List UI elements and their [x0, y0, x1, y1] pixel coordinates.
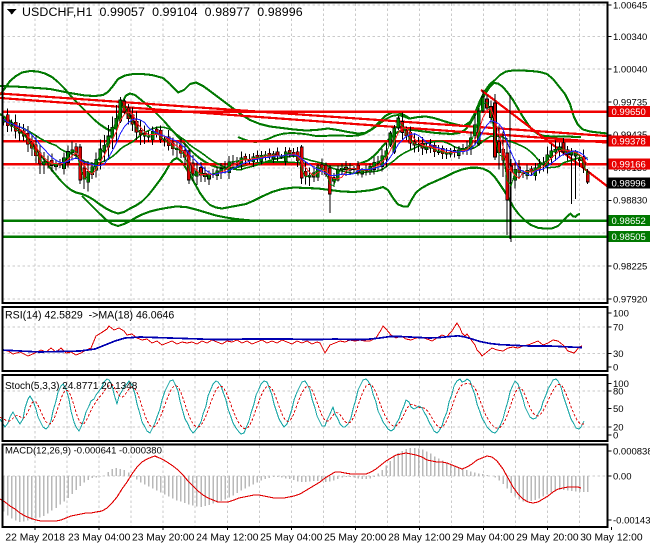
svg-text:0.99650: 0.99650 [612, 107, 646, 118]
svg-text:1.00340: 1.00340 [613, 32, 647, 43]
svg-text:28 May 12:00: 28 May 12:00 [388, 533, 451, 544]
svg-text:23 May 04:00: 23 May 04:00 [68, 533, 131, 544]
svg-text:Stoch(5,3,3) 24.8771 20.1348: Stoch(5,3,3) 24.8771 20.1348 [5, 381, 138, 392]
svg-text:0.98225: 0.98225 [613, 261, 647, 272]
svg-text:100: 100 [613, 308, 629, 319]
svg-text:0: 0 [613, 430, 618, 441]
svg-text:24 May 12:00: 24 May 12:00 [196, 533, 259, 544]
svg-text:0.00: 0.00 [613, 471, 632, 482]
svg-text:0.98996: 0.98996 [612, 178, 646, 189]
svg-text:-0.001435: -0.001435 [613, 515, 650, 526]
svg-text:30: 30 [613, 349, 624, 360]
svg-text:100: 100 [613, 379, 629, 390]
svg-text:25 May 04:00: 25 May 04:00 [260, 533, 323, 544]
svg-text:USDCHF,H1 0.99057 0.99104 0: USDCHF,H1 0.99057 0.99104 0.98977 0.9899… [22, 5, 303, 19]
svg-text:70: 70 [613, 322, 624, 333]
svg-text:MACD(12,26,9) -0.000641 -0.000: MACD(12,26,9) -0.000641 -0.000380 [5, 446, 162, 457]
svg-text:0.000838: 0.000838 [613, 446, 650, 457]
svg-text:0.99378: 0.99378 [612, 136, 646, 147]
svg-text:29 May 04:00: 29 May 04:00 [452, 533, 515, 544]
svg-text:22 May 2018: 22 May 2018 [5, 533, 65, 544]
svg-text:0.98652: 0.98652 [612, 216, 646, 227]
svg-text:50: 50 [613, 404, 624, 415]
svg-text:1.00040: 1.00040 [613, 64, 647, 75]
svg-text:0.99735: 0.99735 [613, 98, 647, 109]
svg-text:0.98505: 0.98505 [612, 232, 646, 243]
svg-text:30 May 12:00: 30 May 12:00 [580, 533, 643, 544]
svg-text:RSI(14) 42.5829 ->MA(18) 46.0: RSI(14) 42.5829 ->MA(18) 46.0646 [5, 310, 174, 322]
svg-text:25 May 20:00: 25 May 20:00 [324, 533, 387, 544]
svg-text:0.97920: 0.97920 [613, 295, 647, 306]
svg-text:1.00645: 1.00645 [613, 0, 647, 11]
svg-text:29 May 20:00: 29 May 20:00 [516, 533, 579, 544]
svg-text:23 May 20:00: 23 May 20:00 [132, 533, 195, 544]
svg-text:20: 20 [613, 422, 624, 433]
svg-text:0.98830: 0.98830 [613, 196, 647, 207]
svg-text:0.99166: 0.99166 [612, 159, 646, 170]
svg-text:0: 0 [613, 362, 618, 373]
svg-text:80: 80 [613, 386, 624, 397]
